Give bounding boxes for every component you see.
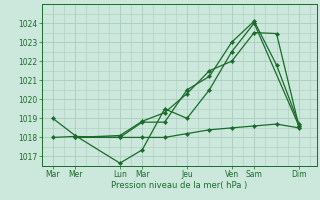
X-axis label: Pression niveau de la mer( hPa ): Pression niveau de la mer( hPa )	[111, 181, 247, 190]
